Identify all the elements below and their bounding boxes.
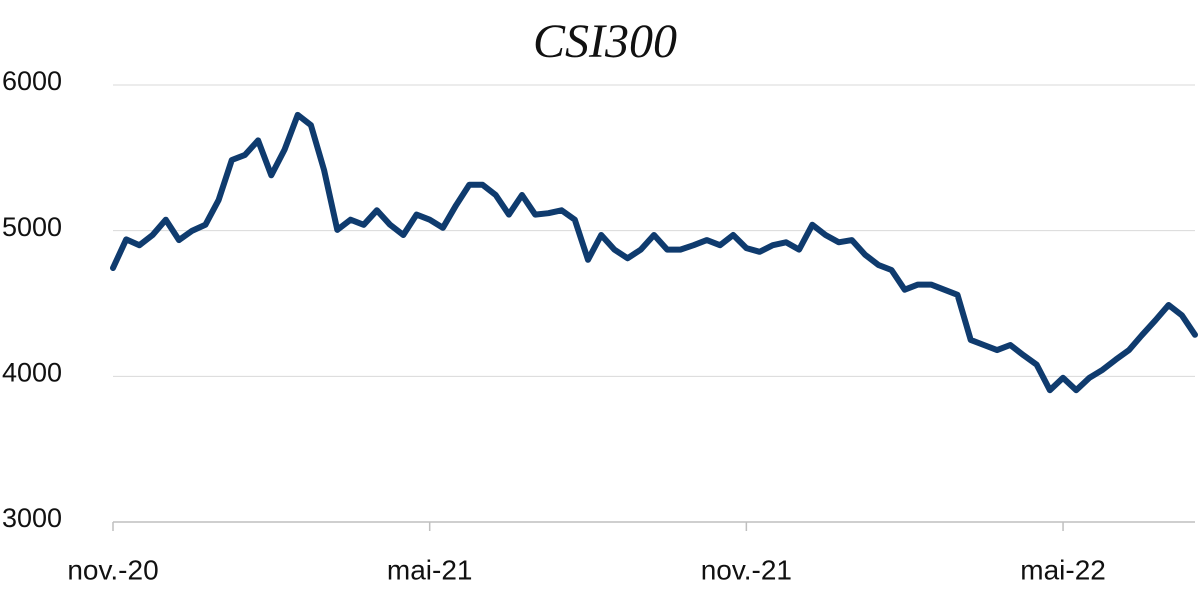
x-tick-label: mai-21 (387, 554, 473, 585)
series-line (110, 111, 1198, 394)
x-tick-label: mai-22 (1020, 554, 1106, 585)
y-tick-label: 6000 (2, 66, 62, 96)
y-tick-label: 3000 (2, 503, 62, 533)
x-tick-label: nov.-20 (67, 554, 158, 585)
y-tick-label: 4000 (2, 357, 62, 387)
y-tick-label: 5000 (2, 212, 62, 242)
chart-title: CSI300 (533, 15, 677, 68)
x-tick-label: nov.-21 (701, 554, 792, 585)
